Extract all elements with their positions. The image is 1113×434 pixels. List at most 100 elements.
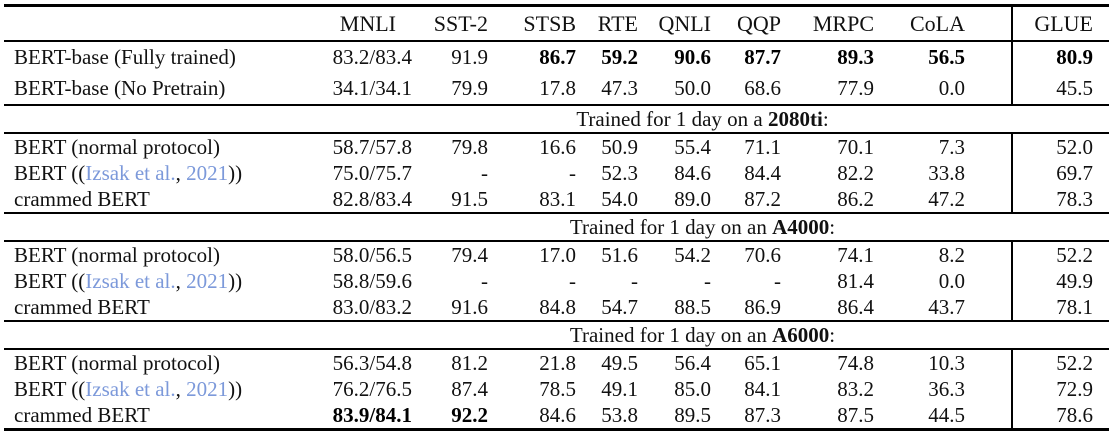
score-cell: 91.5: [451, 186, 488, 211]
score-cell: 65.1: [744, 350, 781, 375]
score-cell: 7.3: [938, 134, 965, 159]
table-row: BERT-base (No Pretrain) 34.1/34.1 79.9 17.8…: [4, 73, 1109, 105]
model-label-text: BERT-base (Fully trained): [14, 45, 236, 69]
section-spacer-cell: [4, 212, 296, 242]
column-header-qnli: QNLI: [650, 5, 723, 42]
score-cell: 85.0: [674, 376, 711, 401]
citation-link[interactable]: Izsak et al.: [85, 160, 176, 185]
model-label: BERT-base (Fully trained): [4, 41, 296, 73]
score-cell: -: [569, 268, 576, 293]
model-label-text: BERT ((: [14, 376, 86, 401]
score-cell: 84.8: [539, 294, 576, 319]
score-cell: 33.8: [928, 160, 965, 185]
score-cell: 86.9: [744, 294, 781, 319]
section-spacer-cell: [4, 104, 296, 134]
column-header-sst-2: SST-2: [414, 5, 500, 42]
score-cell: 56.5: [928, 45, 965, 69]
score-cell: -: [569, 160, 576, 185]
model-label-text: )): [228, 160, 243, 185]
glue-results-table: MNLI SST-2 STSB RTE QNLI QQP MRPC CoLA GLUE BERT…: [4, 4, 1109, 431]
score-cell: 86.7: [539, 45, 576, 69]
citation-link[interactable]: Izsak et al.: [85, 376, 176, 401]
score-cell: 87.5: [837, 402, 874, 427]
score-cell: 89.3: [837, 45, 874, 69]
model-label-text: BERT (normal protocol): [14, 134, 220, 159]
score-cell: 84.6: [674, 160, 711, 185]
column-header-rte: RTE: [588, 5, 650, 42]
model-label-text: )): [228, 376, 243, 401]
table-row: BERT ((Izsak et al., 2021)) 76.2/76.5 87.4…: [4, 376, 1109, 402]
score-cell: 43.7: [928, 294, 965, 319]
score-cell: 55.4: [674, 134, 711, 159]
score-cell: 49.1: [601, 376, 638, 401]
score-cell: 52.2: [1011, 349, 1109, 376]
citation-link[interactable]: 2021: [186, 268, 229, 293]
score-cell: 71.1: [744, 134, 781, 159]
score-cell: 83.2: [837, 376, 874, 401]
score-cell: 51.6: [601, 242, 638, 267]
table-row: BERT (normal protocol) 56.3/54.8 81.2 21.8 4…: [4, 349, 1109, 376]
column-header-glue: GLUE: [1011, 5, 1109, 42]
section-spacer-cell: [4, 320, 296, 350]
score-cell: 36.3: [928, 376, 965, 401]
model-label-text: ,: [175, 160, 187, 185]
section-title-text: :: [822, 106, 829, 131]
table-row: BERT ((Izsak et al., 2021)) 75.0/75.7- -52…: [4, 160, 1109, 186]
score-cell: -: [481, 160, 488, 185]
score-cell: 21.8: [539, 350, 576, 375]
table-row: crammed BERT 83.0/83.2 91.6 84.8 54.7 88.5 86.…: [4, 294, 1109, 321]
score-cell: 74.1: [837, 242, 874, 267]
score-cell: 87.7: [744, 45, 781, 69]
score-cell: 58.8/59.6: [332, 268, 412, 293]
section-title-text: :: [829, 214, 836, 239]
score-cell: 91.9: [451, 45, 488, 69]
model-label-text: )): [228, 268, 243, 293]
score-cell: 52.0: [1011, 133, 1109, 160]
table-row: BERT ((Izsak et al., 2021)) 58.8/59.6 - - - -…: [4, 268, 1109, 294]
score-cell: 59.2: [601, 45, 638, 69]
score-cell: 47.2: [928, 186, 965, 211]
score-cell: 10.3: [928, 350, 965, 375]
model-label: BERT (normal protocol): [4, 349, 296, 376]
score-cell: 44.5: [928, 402, 965, 427]
score-cell: 34.1/34.1: [332, 76, 412, 100]
score-cell: 47.3: [601, 76, 638, 100]
score-cell: 8.2: [938, 242, 965, 267]
score-cell: 0.0: [938, 268, 965, 293]
score-cell: 77.9: [837, 76, 874, 100]
corner-cell: [4, 5, 296, 42]
model-label: BERT-base (No Pretrain): [4, 73, 296, 105]
score-cell: 45.5: [1011, 73, 1109, 105]
score-cell: 83.0/83.2: [332, 294, 412, 319]
section-title: Trained for 1 day on a 2080ti:: [296, 104, 1109, 134]
table-row: BERT (normal protocol) 58.7/57.8 79.8 16.6 5…: [4, 133, 1109, 160]
score-cell: 78.1: [1011, 294, 1109, 321]
model-label-text: crammed BERT: [14, 186, 150, 211]
table-row: crammed BERT 82.8/83.4 91.5 83.1 54.0 89.0 87.…: [4, 186, 1109, 213]
citation-link[interactable]: 2021: [186, 160, 229, 185]
score-cell: 53.8: [601, 402, 638, 427]
model-label-text: BERT ((: [14, 268, 86, 293]
citation-link[interactable]: 2021: [186, 376, 229, 401]
score-cell: 91.6: [451, 294, 488, 319]
score-cell: 78.3: [1011, 186, 1109, 213]
score-cell: 72.9: [1011, 376, 1109, 402]
score-cell: 75.0/75.7: [332, 160, 412, 185]
section-divider-row: Trained for 1 day on a 2080ti:: [4, 104, 1109, 134]
score-cell: 70.6: [744, 242, 781, 267]
citation-link[interactable]: Izsak et al.: [85, 268, 176, 293]
score-cell: 84.1: [744, 376, 781, 401]
score-cell: 54.2: [674, 242, 711, 267]
score-cell: 76.2/76.5: [332, 376, 412, 401]
score-cell: 79.9: [451, 76, 488, 100]
score-cell: 80.9: [1011, 41, 1109, 73]
section-title-text: Trained for 1 day on an: [569, 214, 773, 239]
table-body: BERT-base (Fully trained) 83.2/83.4 91.9 86…: [4, 41, 1109, 430]
score-cell: 50.0: [674, 76, 711, 100]
table-row: BERT (normal protocol) 58.0/56.5 79.4 17.0 5…: [4, 241, 1109, 268]
score-cell: 56.4: [674, 350, 711, 375]
score-cell: 49.5: [601, 350, 638, 375]
model-label: BERT ((Izsak et al., 2021)): [4, 268, 296, 294]
column-header-mrpc: MRPC: [793, 5, 886, 42]
